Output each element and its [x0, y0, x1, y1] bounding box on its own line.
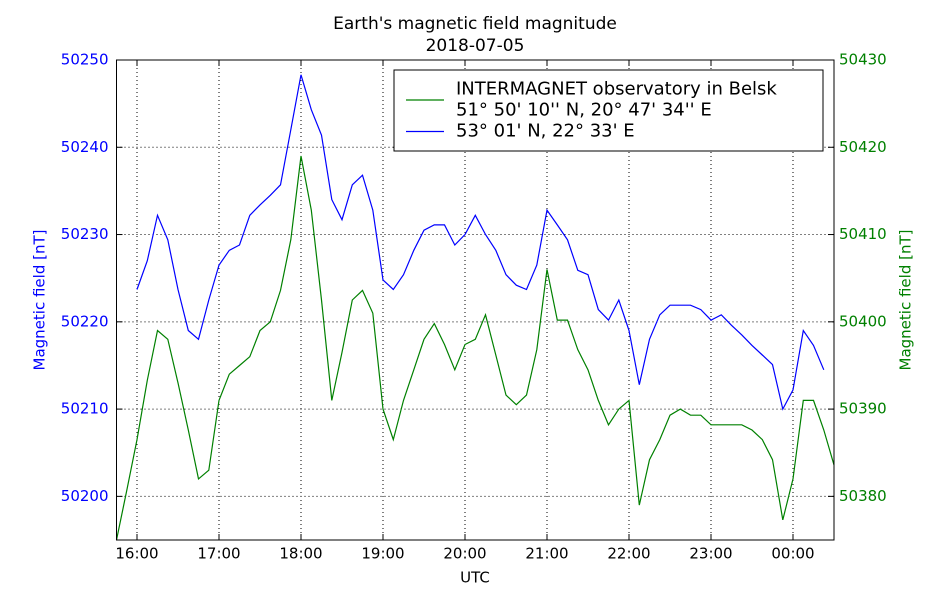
- legend-box: [393, 69, 824, 152]
- legend-label-line: 51° 50' 10'' N, 20° 47' 34'' E: [456, 100, 712, 121]
- chart-title: Earth's magnetic field magnitude: [333, 14, 617, 34]
- x-tick-label: 20:00: [443, 545, 486, 563]
- y2-tick-label: 50410: [839, 225, 887, 243]
- x-tick-label: 22:00: [607, 545, 650, 563]
- legend-label: 53° 01' N, 22° 33' E: [456, 121, 635, 142]
- legend-label-line: INTERMAGNET observatory in Belsk: [456, 79, 777, 100]
- x-tick-label: 16:00: [115, 545, 158, 563]
- plot-frame: [116, 59, 835, 541]
- x-tick-label: 18:00: [279, 545, 322, 563]
- y2-axis-label: Magnetic field [nT]: [897, 230, 915, 371]
- y-tick-label: 50200: [61, 487, 109, 505]
- y2-tick-label: 50420: [839, 138, 887, 156]
- y2-tick-label: 50380: [839, 487, 887, 505]
- y-tick-label: 50230: [61, 225, 109, 243]
- x-tick-label: 00:00: [771, 545, 814, 563]
- data-line: [136, 74, 825, 411]
- x-axis-label: UTC: [460, 569, 490, 587]
- y-tick-label: 50220: [61, 312, 109, 330]
- y2-tick-label: 50430: [839, 51, 887, 69]
- y-tick-label: 50210: [61, 400, 109, 418]
- data-line: [115, 155, 835, 541]
- y2-tick-label: 50400: [839, 312, 887, 330]
- y2-tick-label: 50390: [839, 400, 887, 418]
- y-tick-label: 50240: [61, 138, 109, 156]
- chart-subtitle: 2018-07-05: [426, 36, 525, 56]
- y-axis-label: Magnetic field [nT]: [31, 230, 49, 371]
- x-tick-label: 21:00: [525, 545, 568, 563]
- x-tick-label: 17:00: [197, 545, 240, 563]
- legend-label: INTERMAGNET observatory in Belsk 51° 50' …: [456, 79, 777, 121]
- legend-label-line: 53° 01' N, 22° 33' E: [456, 121, 635, 142]
- x-tick-label: 19:00: [361, 545, 404, 563]
- y-tick-label: 50250: [61, 51, 109, 69]
- x-tick-label: 23:00: [689, 545, 732, 563]
